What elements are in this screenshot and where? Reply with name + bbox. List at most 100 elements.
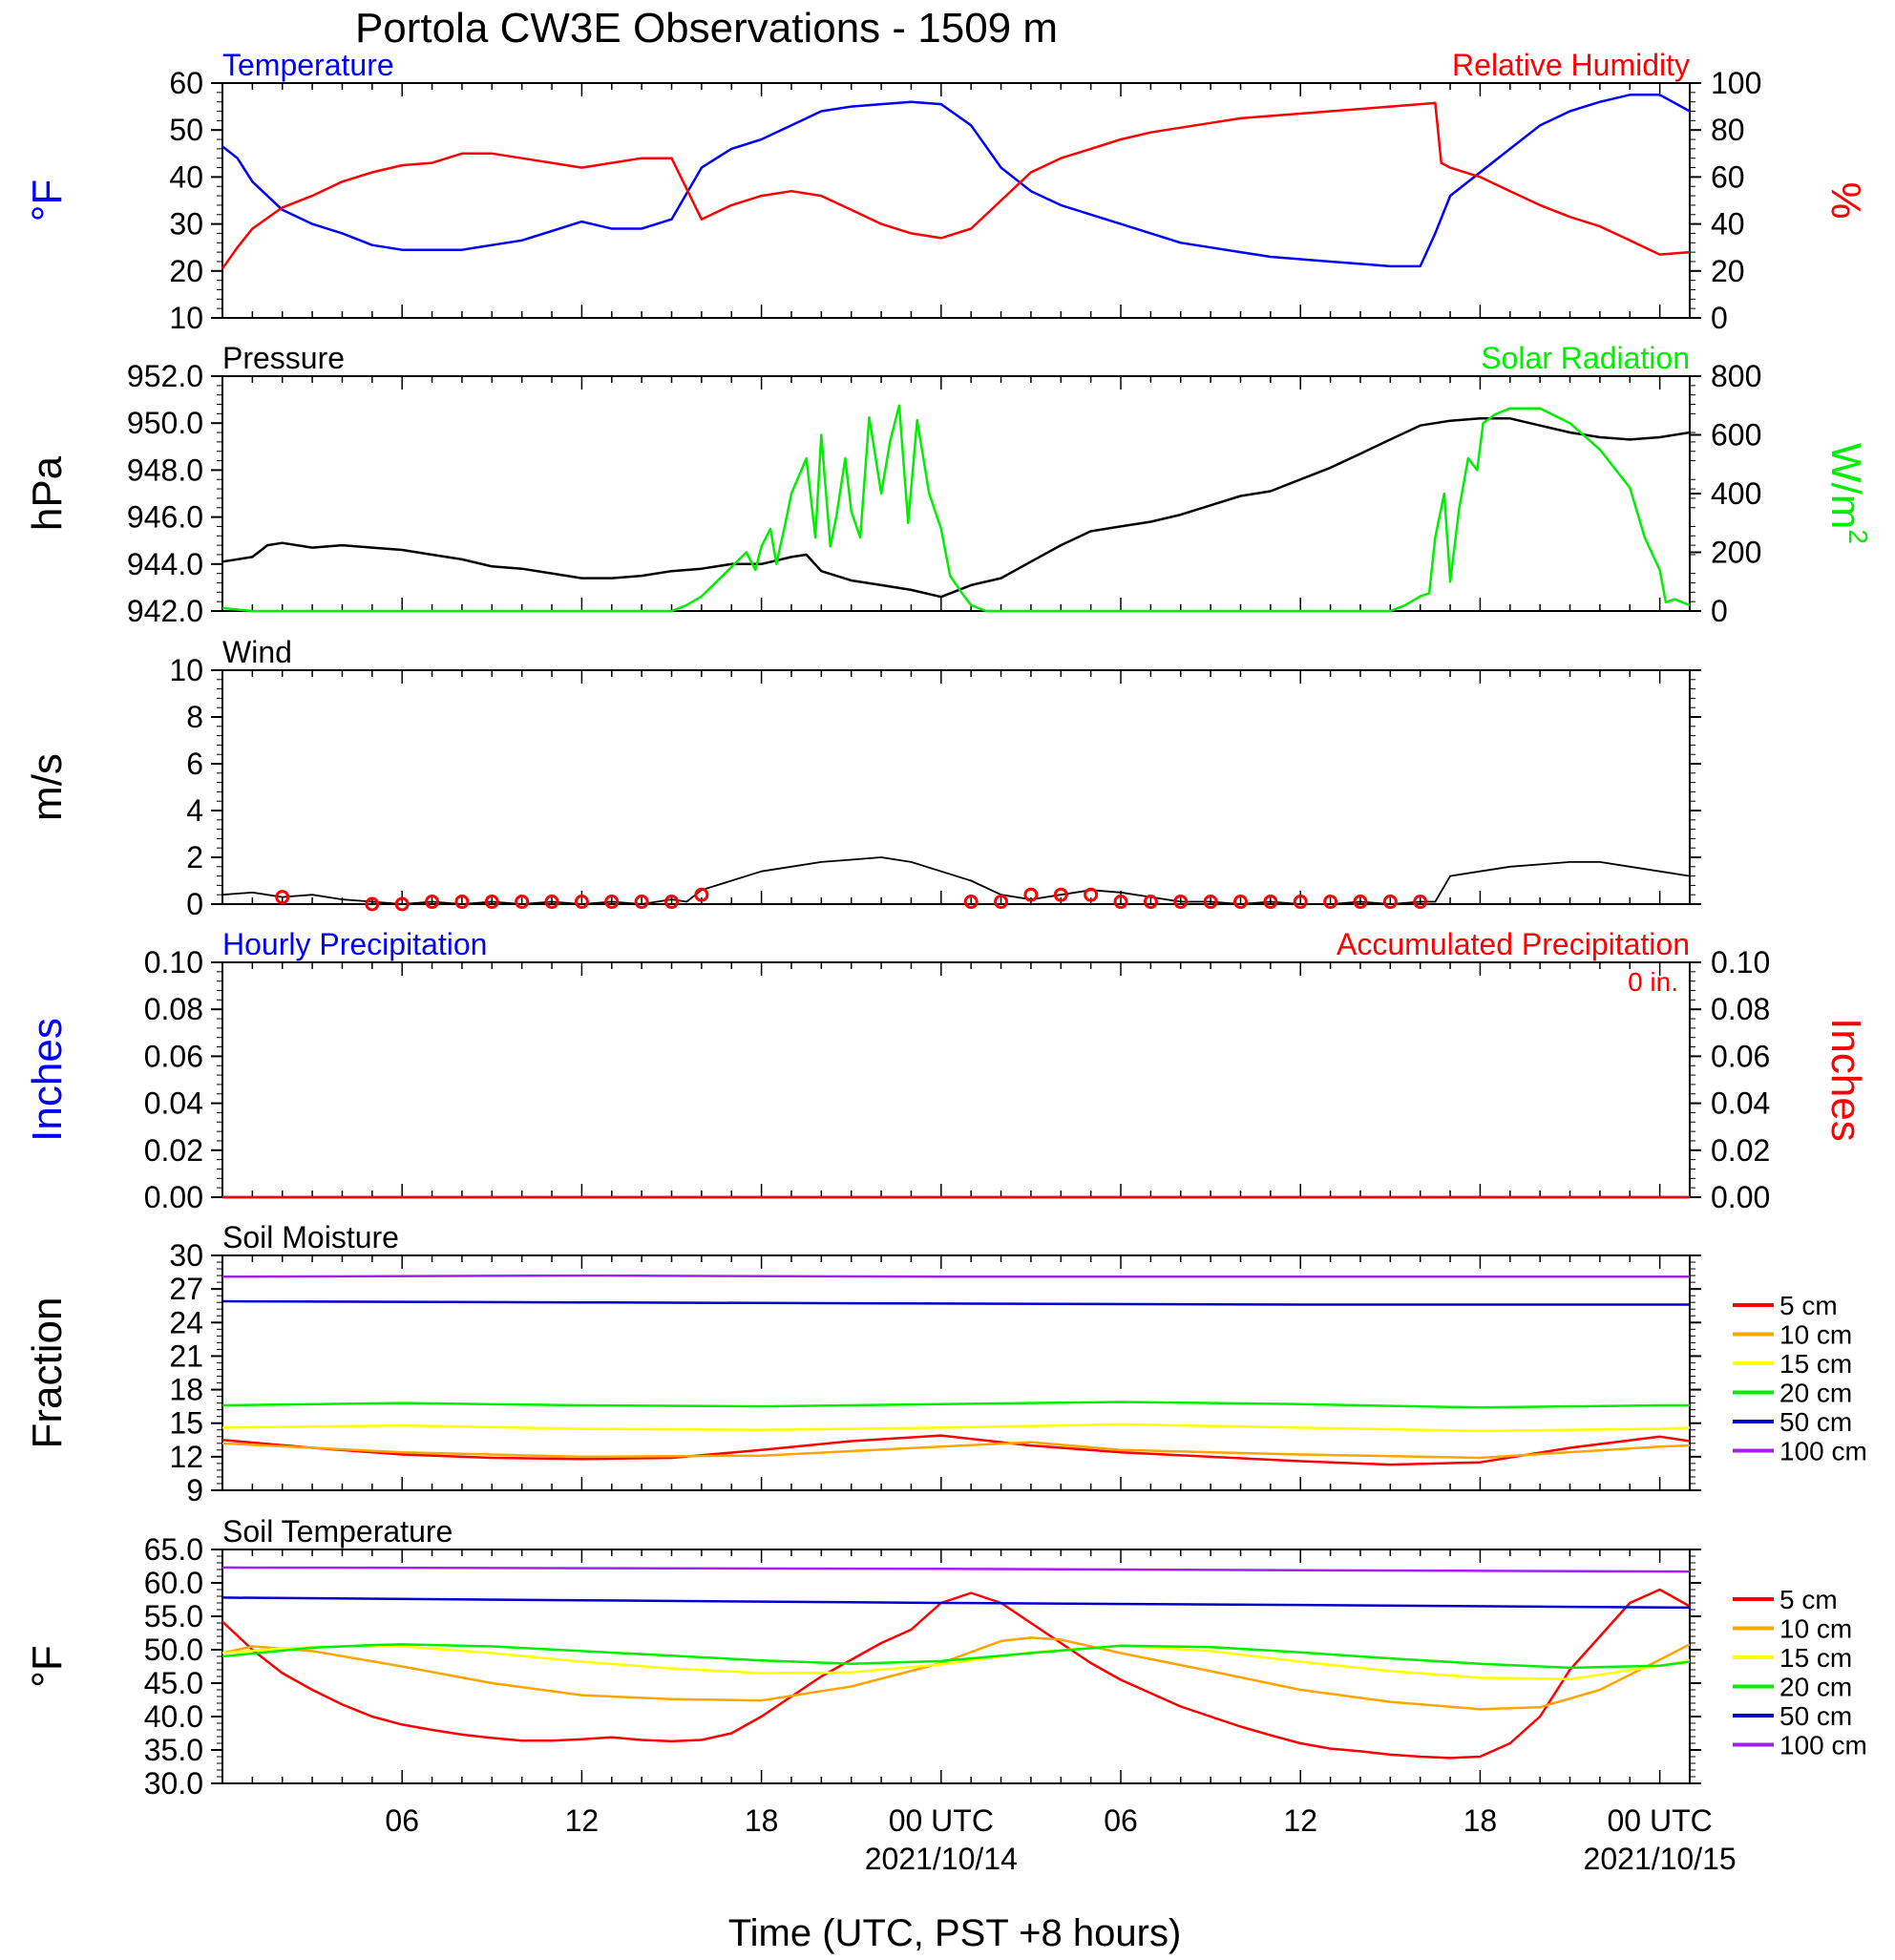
series-line-15-cm bbox=[221, 1644, 1691, 1681]
panel-title-left: Soil Moisture bbox=[222, 1220, 399, 1254]
x-axis-ticks: 06 12 18 00 UTC 2021/10/14 06 12 18 00 UTC 2021/1… bbox=[385, 1803, 1736, 1876]
y-tick-label-left: 27 bbox=[169, 1272, 203, 1306]
x-tick-label: 18 bbox=[1463, 1803, 1498, 1838]
series-line-50-cm bbox=[221, 1299, 1690, 1306]
accumulated-total-label: 0 in. bbox=[1628, 967, 1678, 997]
y-tick-label-left: 948.0 bbox=[127, 453, 203, 487]
series-line-10-cm bbox=[221, 1636, 1691, 1711]
wind-barb-marker bbox=[1084, 887, 1099, 902]
y-tick-label-left: 50.0 bbox=[144, 1633, 203, 1667]
y-tick-label-right: 0 bbox=[1711, 594, 1728, 628]
y-tick-label-left: 30 bbox=[169, 207, 203, 242]
y-tick-label-left: 50 bbox=[169, 113, 203, 147]
series-line-50-cm bbox=[221, 1596, 1691, 1610]
y-tick-label-right: 200 bbox=[1711, 536, 1761, 570]
y-tick-label-left: 18 bbox=[169, 1373, 203, 1407]
y-axis-label-left: Inches bbox=[24, 1018, 71, 1142]
panel-frame bbox=[221, 669, 1691, 905]
wind-barb-marker bbox=[1023, 887, 1039, 902]
series-line-5-cm bbox=[221, 1588, 1691, 1760]
panel-pressure_solar: 942.0 944.0 946.0 948.0 950.0 952.0 0 200 400 600… bbox=[24, 341, 1873, 628]
panel-title-left: Hourly Precipitation bbox=[222, 927, 487, 961]
legend-label: 50 cm bbox=[1779, 1407, 1852, 1437]
y-tick-label-right: 0.08 bbox=[1711, 992, 1770, 1026]
y-tick-label-left: 24 bbox=[169, 1305, 203, 1339]
wind-barb-marker bbox=[963, 895, 979, 910]
wind-barb-marker bbox=[365, 896, 380, 912]
y-axis-label-left: m/s bbox=[24, 753, 71, 821]
y-tick-label-left: 0.10 bbox=[144, 945, 203, 980]
y-axis-label-right-text: W/m bbox=[1822, 443, 1869, 529]
legend-label: 15 cm bbox=[1779, 1349, 1852, 1379]
y-tick-label-left: 30.0 bbox=[144, 1766, 203, 1801]
y-axis-label-right: W/m2 bbox=[1822, 443, 1873, 544]
wind-barb-marker bbox=[1113, 895, 1128, 910]
x-tick-date: 2021/10/14 bbox=[865, 1842, 1018, 1876]
y-axis-label-right-text: % bbox=[1822, 181, 1869, 219]
y-tick-label-left: 6 bbox=[186, 747, 203, 781]
y-tick-label-left: 0.08 bbox=[144, 992, 203, 1026]
series-line-0 bbox=[221, 417, 1691, 599]
x-tick-label: 06 bbox=[385, 1803, 419, 1838]
legend-label: 50 cm bbox=[1779, 1701, 1852, 1731]
y-tick-label-left: 55.0 bbox=[144, 1599, 203, 1633]
y-tick-label-right: 0.00 bbox=[1711, 1180, 1770, 1214]
series-line-100-cm bbox=[221, 1566, 1691, 1573]
wind-barb-marker bbox=[634, 895, 649, 910]
x-tick-label: 00 UTC bbox=[889, 1803, 994, 1838]
x-axis-label: Time (UTC, PST +8 hours) bbox=[728, 1912, 1182, 1954]
y-axis-label-right-text: Inches bbox=[1822, 1018, 1869, 1142]
panel-soil_temperature: 30.035.040.045.050.055.060.065.0 Soil Tem… bbox=[24, 1514, 1867, 1801]
y-tick-label-left: 9 bbox=[186, 1473, 203, 1507]
y-tick-label-left: 10 bbox=[169, 301, 203, 335]
y-tick-label-left: 0.04 bbox=[144, 1086, 203, 1121]
series-line-15-cm bbox=[221, 1423, 1691, 1433]
y-tick-label-right: 60 bbox=[1711, 159, 1745, 194]
wind-barb-marker bbox=[1173, 895, 1189, 910]
y-tick-label-left: 21 bbox=[169, 1338, 203, 1373]
series-line-20-cm bbox=[221, 1643, 1691, 1670]
y-tick-label-right: 0.10 bbox=[1711, 945, 1770, 980]
x-tick-label: 18 bbox=[745, 1803, 779, 1838]
series-line-20-cm bbox=[221, 1401, 1690, 1409]
legend-label: 10 cm bbox=[1779, 1614, 1852, 1644]
wind-barb-marker bbox=[574, 895, 589, 910]
panel-title-right: Accumulated Precipitation bbox=[1337, 927, 1690, 961]
y-tick-label-right: 800 bbox=[1711, 359, 1761, 393]
wind-barb-marker bbox=[425, 895, 440, 910]
wind-barb-marker bbox=[1263, 895, 1278, 910]
y-tick-label-left: 944.0 bbox=[127, 547, 203, 581]
wind-barb-marker bbox=[1382, 895, 1398, 910]
wind-barb-marker bbox=[1232, 895, 1248, 910]
y-tick-label-left: 40.0 bbox=[144, 1699, 203, 1734]
panel-temperature_humidity: 10 20 30 40 50 60 0 20 40 60 80 100 Temperature Relat… bbox=[24, 48, 1869, 335]
panel-frame bbox=[221, 82, 1691, 319]
y-tick-label-left: 15 bbox=[169, 1406, 203, 1441]
y-axis-label-right-superscript: 2 bbox=[1843, 529, 1873, 544]
y-tick-label-left: 946.0 bbox=[127, 500, 203, 535]
x-tick-label: 00 UTC bbox=[1608, 1803, 1713, 1838]
legend-label: 5 cm bbox=[1779, 1291, 1838, 1320]
wind-barb-marker bbox=[604, 895, 620, 910]
y-tick-label-left: 942.0 bbox=[127, 594, 203, 628]
y-axis-label-left: Fraction bbox=[24, 1297, 71, 1449]
panel-title-right: Relative Humidity bbox=[1452, 48, 1690, 82]
y-tick-label-right: 20 bbox=[1711, 254, 1745, 288]
y-tick-label-right: 40 bbox=[1711, 207, 1745, 242]
x-tick-label: 06 bbox=[1104, 1803, 1138, 1838]
panel-title-left: Soil Temperature bbox=[222, 1514, 453, 1549]
wind-barb-marker bbox=[1353, 895, 1368, 910]
legend-label: 100 cm bbox=[1779, 1437, 1867, 1466]
y-tick-label-left: 0 bbox=[186, 887, 203, 921]
y-axis-label-left: °F bbox=[24, 1645, 71, 1687]
y-tick-label-left: 952.0 bbox=[127, 359, 203, 393]
wind-barb-marker bbox=[994, 895, 1009, 910]
series-line-0 bbox=[221, 856, 1691, 905]
figure-title: Portola CW3E Observations - 1509 m bbox=[355, 5, 1058, 52]
wind-barb-marker bbox=[544, 895, 559, 910]
y-tick-label-right: 0.02 bbox=[1711, 1133, 1770, 1168]
series-line-10-cm bbox=[221, 1441, 1691, 1460]
y-axis-label-left: hPa bbox=[24, 455, 71, 531]
